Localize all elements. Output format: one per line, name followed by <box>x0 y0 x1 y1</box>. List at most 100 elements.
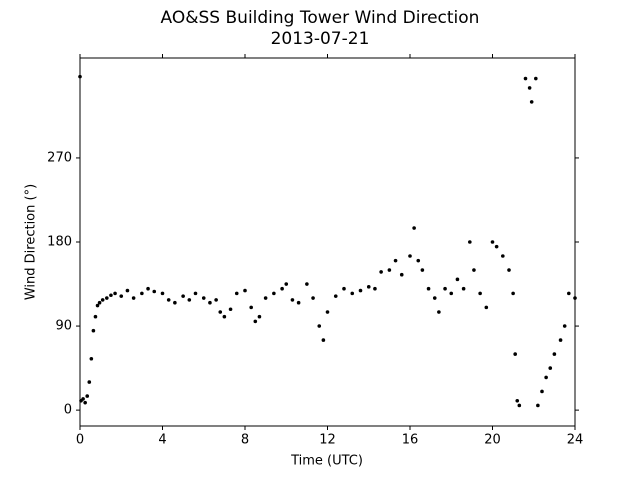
data-point <box>253 319 258 324</box>
data-point <box>573 296 577 300</box>
data-point <box>100 298 105 302</box>
x-tick-label: 0 <box>76 433 84 448</box>
data-point <box>187 298 192 302</box>
data-point <box>140 291 144 296</box>
data-point <box>412 226 416 230</box>
data-point <box>494 244 499 249</box>
data-point <box>366 285 371 289</box>
data-point <box>81 397 85 401</box>
y-tick-label: 270 <box>47 150 72 165</box>
data-point <box>461 286 466 291</box>
data-point <box>228 307 233 312</box>
x-tick-label: 4 <box>158 433 166 448</box>
data-point <box>280 286 284 291</box>
data-point <box>468 240 472 244</box>
data-point <box>218 310 223 314</box>
data-point <box>234 291 239 296</box>
data-point <box>393 258 398 263</box>
data-point <box>523 76 528 81</box>
data-point <box>249 305 253 310</box>
data-point <box>416 258 421 263</box>
data-point <box>507 268 511 272</box>
data-point <box>317 324 322 328</box>
y-tick-label: 90 <box>55 319 72 334</box>
data-point <box>399 272 404 277</box>
y-tick-label: 180 <box>47 235 72 250</box>
data-point <box>325 310 330 314</box>
data-point <box>552 352 557 356</box>
chart-title: AO&SS Building Tower Wind Direction <box>161 8 480 28</box>
data-point <box>105 296 109 300</box>
data-point <box>263 296 268 300</box>
data-point <box>548 366 553 370</box>
data-point <box>490 240 495 244</box>
data-point <box>511 291 515 296</box>
data-point <box>432 296 437 300</box>
data-point <box>131 296 136 300</box>
data-point <box>290 298 295 302</box>
x-tick-label: 8 <box>241 433 249 448</box>
data-point <box>93 314 98 319</box>
data-point <box>455 277 460 282</box>
x-tick-label: 20 <box>484 433 501 448</box>
data-point <box>373 286 377 291</box>
data-point <box>173 300 177 305</box>
data-point <box>534 76 538 81</box>
data-point <box>437 310 441 314</box>
data-point <box>472 268 476 272</box>
data-point <box>513 352 517 356</box>
data-point <box>193 291 198 296</box>
data-point <box>536 403 540 408</box>
data-point <box>529 100 534 104</box>
data-point <box>517 403 522 408</box>
data-point <box>544 375 548 380</box>
data-point <box>321 338 326 342</box>
data-point <box>443 286 447 291</box>
data-point <box>449 291 454 296</box>
x-tick-label: 16 <box>402 433 419 448</box>
data-point <box>350 291 355 296</box>
data-point <box>91 328 96 333</box>
data-point <box>214 298 218 302</box>
data-point <box>358 288 363 293</box>
data-point <box>146 286 150 291</box>
data-point <box>125 288 130 293</box>
data-point <box>501 254 505 258</box>
data-point <box>87 380 92 384</box>
data-point <box>333 294 338 298</box>
data-point <box>85 394 90 398</box>
data-point <box>243 288 247 293</box>
data-point <box>97 300 102 305</box>
y-axis-label: Wind Direction (°) <box>24 184 39 300</box>
data-point <box>558 338 563 342</box>
data-point <box>527 86 532 90</box>
data-point <box>89 356 94 361</box>
data-point <box>284 282 289 286</box>
data-point <box>379 270 383 274</box>
data-point <box>484 305 489 310</box>
data-point <box>562 324 567 328</box>
data-point <box>152 289 157 294</box>
data-point <box>296 300 301 305</box>
data-point <box>181 294 185 298</box>
data-point <box>387 268 392 272</box>
data-point <box>160 291 165 296</box>
chart-subtitle: 2013-07-21 <box>271 29 370 49</box>
data-point <box>408 254 412 258</box>
data-point <box>83 400 87 405</box>
data-point <box>305 282 309 286</box>
data-point <box>201 296 206 300</box>
data-point <box>208 300 212 305</box>
data-point <box>540 389 544 394</box>
x-axis-label: Time (UTC) <box>290 454 363 469</box>
x-tick-label: 12 <box>319 433 336 448</box>
data-point <box>109 293 113 298</box>
plot-frame <box>79 57 576 427</box>
data-point <box>257 314 262 319</box>
data-point <box>478 291 482 296</box>
data-point <box>119 294 124 298</box>
data-point <box>78 74 82 79</box>
data-point <box>567 291 571 296</box>
data-point <box>420 268 425 272</box>
